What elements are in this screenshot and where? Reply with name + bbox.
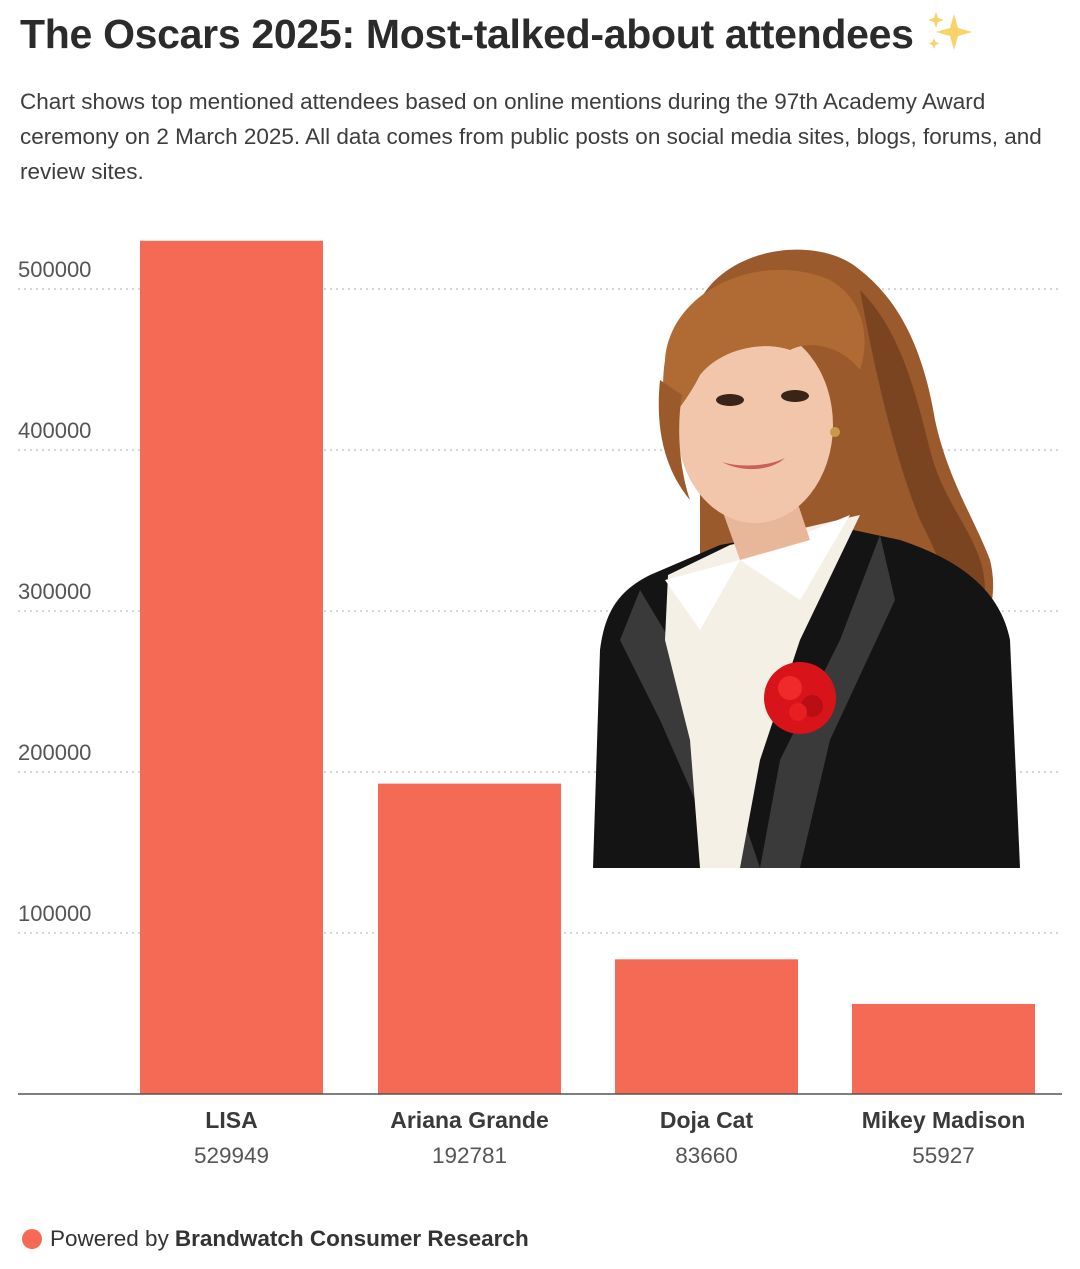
chart-title: The Oscars 2025: Most-talked-about atten…	[20, 10, 976, 58]
bar	[140, 240, 323, 1094]
labels-layer: 100000 200000 300000 400000 500000 LISA 529949…	[18, 257, 1025, 1168]
footer: Powered by Brandwatch Consumer Research	[22, 1226, 529, 1252]
y-tick-label: 500000	[18, 257, 91, 282]
bar-value-label: 192781	[432, 1143, 507, 1168]
y-tick-label: 400000	[18, 418, 91, 443]
x-category-label: Mikey Madison	[862, 1107, 1026, 1133]
bar-value-label: 55927	[912, 1143, 975, 1168]
x-category-label: Ariana Grande	[390, 1107, 549, 1133]
footer-brand: Brandwatch Consumer Research	[174, 1226, 529, 1251]
attendee-portrait-photo	[593, 249, 1020, 868]
x-category-label: Doja Cat	[660, 1107, 754, 1133]
bars-layer	[140, 240, 1035, 1094]
chart-subtitle: Chart shows top mentioned attendees base…	[20, 89, 1042, 184]
bar	[852, 1003, 1035, 1094]
footer-prefix: Powered by	[50, 1226, 169, 1251]
chart-title-text: The Oscars 2025: Most-talked-about atten…	[20, 11, 914, 57]
y-tick-label: 200000	[18, 740, 91, 765]
bar-value-label: 529949	[194, 1143, 269, 1168]
y-tick-label: 100000	[18, 901, 91, 926]
x-category-label: LISA	[205, 1107, 257, 1133]
bar	[615, 959, 798, 1094]
sparkles-icon	[927, 12, 972, 50]
bar-chart: 100000 200000 300000 400000 500000 LISA 529949…	[18, 240, 1062, 1168]
brand-dot-icon	[22, 1229, 42, 1249]
bar-value-label: 83660	[675, 1143, 738, 1168]
y-tick-label: 300000	[18, 579, 91, 604]
bar	[378, 783, 561, 1094]
